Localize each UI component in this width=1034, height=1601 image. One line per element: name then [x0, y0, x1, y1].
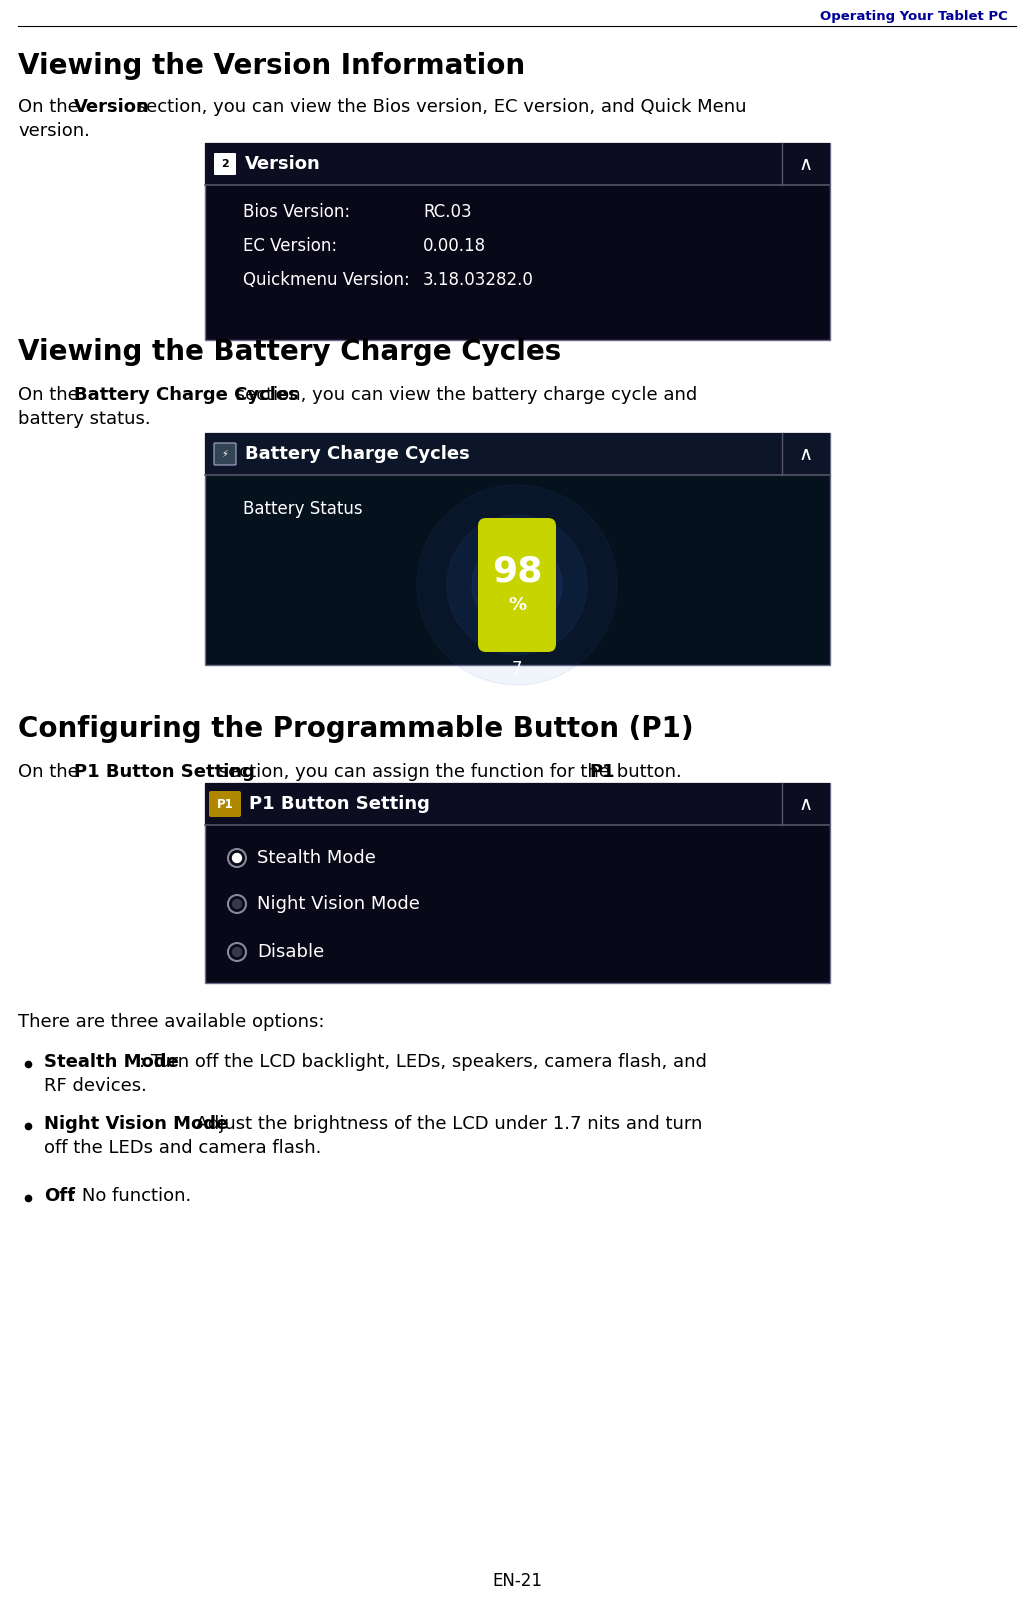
FancyBboxPatch shape: [209, 791, 241, 817]
FancyBboxPatch shape: [214, 443, 236, 464]
Text: 7: 7: [512, 660, 522, 677]
Text: ∧: ∧: [799, 445, 813, 464]
Text: Configuring the Programmable Button (P1): Configuring the Programmable Button (P1): [18, 716, 694, 743]
Text: P1 Button Setting: P1 Button Setting: [249, 796, 430, 813]
Circle shape: [447, 516, 587, 655]
Text: RC.03: RC.03: [423, 203, 472, 221]
Text: section, you can view the battery charge cycle and: section, you can view the battery charge…: [230, 386, 697, 403]
Text: button.: button.: [611, 764, 681, 781]
Circle shape: [233, 948, 242, 956]
Text: There are three available options:: There are three available options:: [18, 1013, 325, 1031]
FancyBboxPatch shape: [214, 154, 236, 175]
Text: ∧: ∧: [799, 155, 813, 173]
Text: : Turn off the LCD backlight, LEDs, speakers, camera flash, and: : Turn off the LCD backlight, LEDs, spea…: [139, 1053, 707, 1071]
Circle shape: [233, 853, 242, 863]
Circle shape: [472, 540, 562, 631]
Text: section, you can assign the function for the: section, you can assign the function for…: [213, 764, 615, 781]
Text: On the: On the: [18, 98, 85, 115]
Text: Version: Version: [245, 155, 321, 173]
Text: Off: Off: [44, 1186, 75, 1206]
Bar: [205, 783, 830, 825]
FancyBboxPatch shape: [478, 519, 556, 652]
Circle shape: [417, 485, 617, 685]
Text: Battery Charge Cycles: Battery Charge Cycles: [245, 445, 469, 463]
Text: Battery Status: Battery Status: [243, 500, 363, 519]
Bar: [205, 142, 830, 339]
Text: battery status.: battery status.: [18, 410, 151, 427]
Text: P1: P1: [217, 797, 234, 810]
Text: 98: 98: [492, 554, 542, 588]
Text: off the LEDs and camera flash.: off the LEDs and camera flash.: [44, 1138, 322, 1158]
Text: RF devices.: RF devices.: [44, 1077, 147, 1095]
Text: Bios Version:: Bios Version:: [243, 203, 351, 221]
Text: On the: On the: [18, 764, 85, 781]
Text: ⚡: ⚡: [221, 448, 229, 459]
Text: Stealth Mode: Stealth Mode: [257, 849, 376, 868]
Bar: [205, 432, 830, 475]
Text: Disable: Disable: [257, 943, 325, 961]
Text: section, you can view the Bios version, EC version, and Quick Menu: section, you can view the Bios version, …: [131, 98, 747, 115]
Text: : Adjust the brightness of the LCD under 1.7 nits and turn: : Adjust the brightness of the LCD under…: [184, 1114, 702, 1134]
Text: 0.00.18: 0.00.18: [423, 237, 486, 255]
Text: Viewing the Battery Charge Cycles: Viewing the Battery Charge Cycles: [18, 338, 561, 367]
Text: Operating Your Tablet PC: Operating Your Tablet PC: [820, 10, 1008, 22]
Text: version.: version.: [18, 122, 90, 139]
Text: Stealth Mode: Stealth Mode: [44, 1053, 179, 1071]
Text: Quickmenu Version:: Quickmenu Version:: [243, 271, 409, 290]
Text: EC Version:: EC Version:: [243, 237, 337, 255]
Text: : No function.: : No function.: [70, 1186, 191, 1206]
Text: Battery Charge Cycles: Battery Charge Cycles: [74, 386, 299, 403]
Bar: [205, 142, 830, 186]
Text: %: %: [508, 596, 526, 615]
Text: P1 Button Setting: P1 Button Setting: [74, 764, 254, 781]
Text: ∧: ∧: [799, 794, 813, 813]
Text: EN-21: EN-21: [492, 1572, 542, 1590]
Text: Version: Version: [74, 98, 150, 115]
Text: Night Vision Mode: Night Vision Mode: [257, 895, 420, 913]
Text: On the: On the: [18, 386, 85, 403]
Circle shape: [489, 557, 545, 613]
Text: 3.18.03282.0: 3.18.03282.0: [423, 271, 534, 290]
Text: 2: 2: [221, 158, 229, 170]
Text: Night Vision Mode: Night Vision Mode: [44, 1114, 229, 1134]
Bar: [205, 783, 830, 983]
Text: Viewing the Version Information: Viewing the Version Information: [18, 51, 525, 80]
Text: P1: P1: [589, 764, 614, 781]
Bar: [205, 432, 830, 664]
Circle shape: [233, 900, 242, 908]
